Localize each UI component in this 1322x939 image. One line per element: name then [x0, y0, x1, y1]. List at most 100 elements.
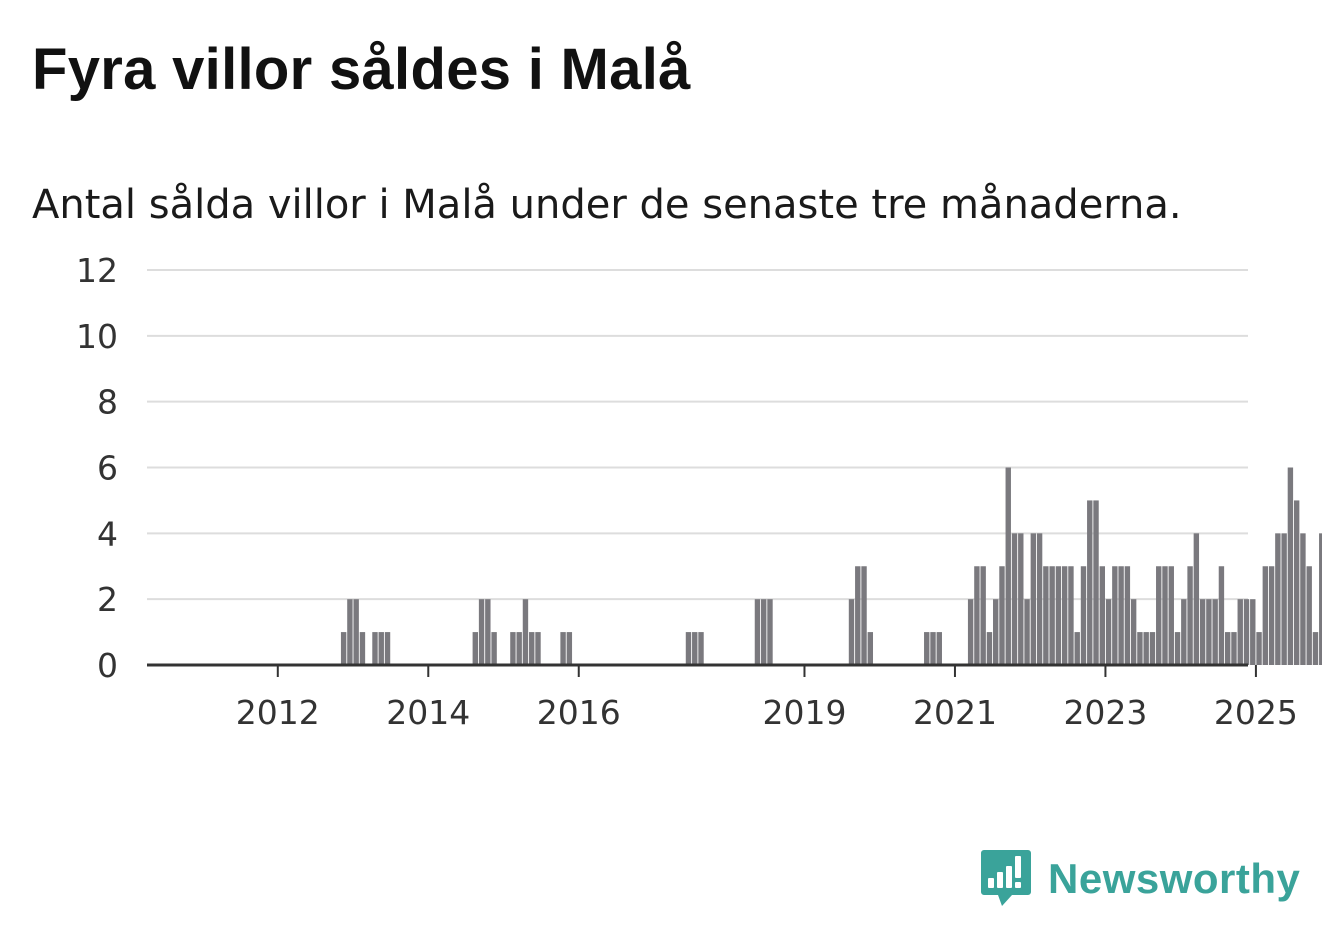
bar	[974, 566, 980, 665]
x-tick-label: 2025	[1214, 693, 1298, 732]
bar	[1212, 599, 1218, 665]
x-tick-label: 2021	[913, 693, 997, 732]
bar	[1287, 467, 1294, 665]
bar	[993, 599, 999, 665]
bar	[1011, 533, 1018, 665]
bar	[372, 632, 378, 665]
bar	[967, 599, 974, 665]
bar	[1174, 632, 1181, 665]
bar	[1130, 599, 1137, 665]
bar	[1162, 566, 1168, 665]
bar	[472, 632, 478, 665]
y-tick-label: 10	[76, 317, 118, 356]
bar	[1087, 500, 1093, 665]
bar	[1187, 566, 1193, 665]
bar	[1049, 566, 1055, 665]
x-tick-label: 2014	[386, 693, 470, 732]
y-tick-label: 0	[97, 646, 118, 685]
bar	[867, 632, 874, 665]
bar	[1306, 566, 1312, 665]
bar	[535, 632, 541, 665]
x-tick-label: 2019	[762, 693, 846, 732]
bar	[1030, 533, 1037, 665]
bar	[999, 566, 1005, 665]
bar	[1055, 566, 1062, 665]
bar	[1099, 566, 1105, 665]
bar	[522, 599, 529, 665]
bar	[1137, 632, 1143, 665]
chart-subtitle: Antal sålda villor i Malå under de senas…	[32, 182, 1182, 228]
y-tick-label: 12	[76, 251, 118, 290]
bar	[516, 632, 522, 665]
newsworthy-logo[interactable]: Newsworthy	[980, 848, 1300, 910]
bar	[1156, 566, 1162, 665]
bar	[924, 632, 930, 665]
bar	[1018, 533, 1024, 665]
bar	[1105, 599, 1112, 665]
bar	[359, 632, 366, 665]
chart-title: Fyra villor såldes i Malå	[32, 37, 691, 102]
bar	[529, 632, 535, 665]
bar	[1237, 599, 1243, 665]
bar	[980, 566, 986, 665]
bar	[1074, 632, 1080, 665]
y-tick-label: 4	[97, 514, 118, 553]
y-tick-label: 8	[97, 383, 118, 422]
bar	[1005, 467, 1011, 665]
bar	[1193, 533, 1200, 665]
bar	[1243, 599, 1250, 665]
x-axis: 2012 2014 2016 2019 2021 2023 2025	[147, 663, 1298, 732]
bar	[384, 632, 391, 665]
bar	[1112, 566, 1118, 665]
bar	[478, 599, 485, 665]
bar	[566, 632, 573, 665]
bar	[761, 599, 767, 665]
bar	[1143, 632, 1149, 665]
bar	[936, 632, 942, 665]
y-tick-label: 6	[97, 449, 118, 488]
bar	[353, 599, 359, 665]
bar	[848, 599, 855, 665]
bar	[1199, 599, 1206, 665]
bar	[1250, 599, 1256, 665]
y-axis-ticks: 0 2 4 6 8 10 12	[76, 251, 118, 685]
bar	[1036, 533, 1043, 665]
x-tick-label: 2012	[236, 693, 320, 732]
bar	[1181, 599, 1187, 665]
bar	[1149, 632, 1156, 665]
bar	[1256, 632, 1262, 665]
bar	[855, 566, 861, 665]
x-tick-label: 2023	[1063, 693, 1147, 732]
bar	[347, 599, 353, 665]
bars	[340, 467, 1322, 665]
bar	[510, 632, 516, 665]
bar	[340, 632, 347, 665]
bar	[754, 599, 761, 665]
bar	[1043, 566, 1049, 665]
bar	[1225, 632, 1231, 665]
bar	[1093, 500, 1099, 665]
brand-name: Newsworthy	[1048, 855, 1301, 902]
bar	[1319, 533, 1322, 665]
bar	[1262, 566, 1269, 665]
bar	[1068, 566, 1074, 665]
bar	[685, 632, 692, 665]
bar	[485, 599, 491, 665]
bar	[1293, 500, 1300, 665]
bar	[1124, 566, 1131, 665]
bar	[1218, 566, 1225, 665]
bar	[767, 599, 773, 665]
bar	[1300, 533, 1306, 665]
bar	[986, 632, 993, 665]
bar	[1312, 632, 1319, 665]
x-tick-label: 2016	[537, 693, 621, 732]
bar	[560, 632, 566, 665]
bar	[1168, 566, 1174, 665]
bar	[1024, 599, 1030, 665]
bar	[378, 632, 384, 665]
bar	[1275, 533, 1281, 665]
bar	[1231, 632, 1237, 665]
bar	[861, 566, 867, 665]
gridlines	[147, 269, 1248, 601]
